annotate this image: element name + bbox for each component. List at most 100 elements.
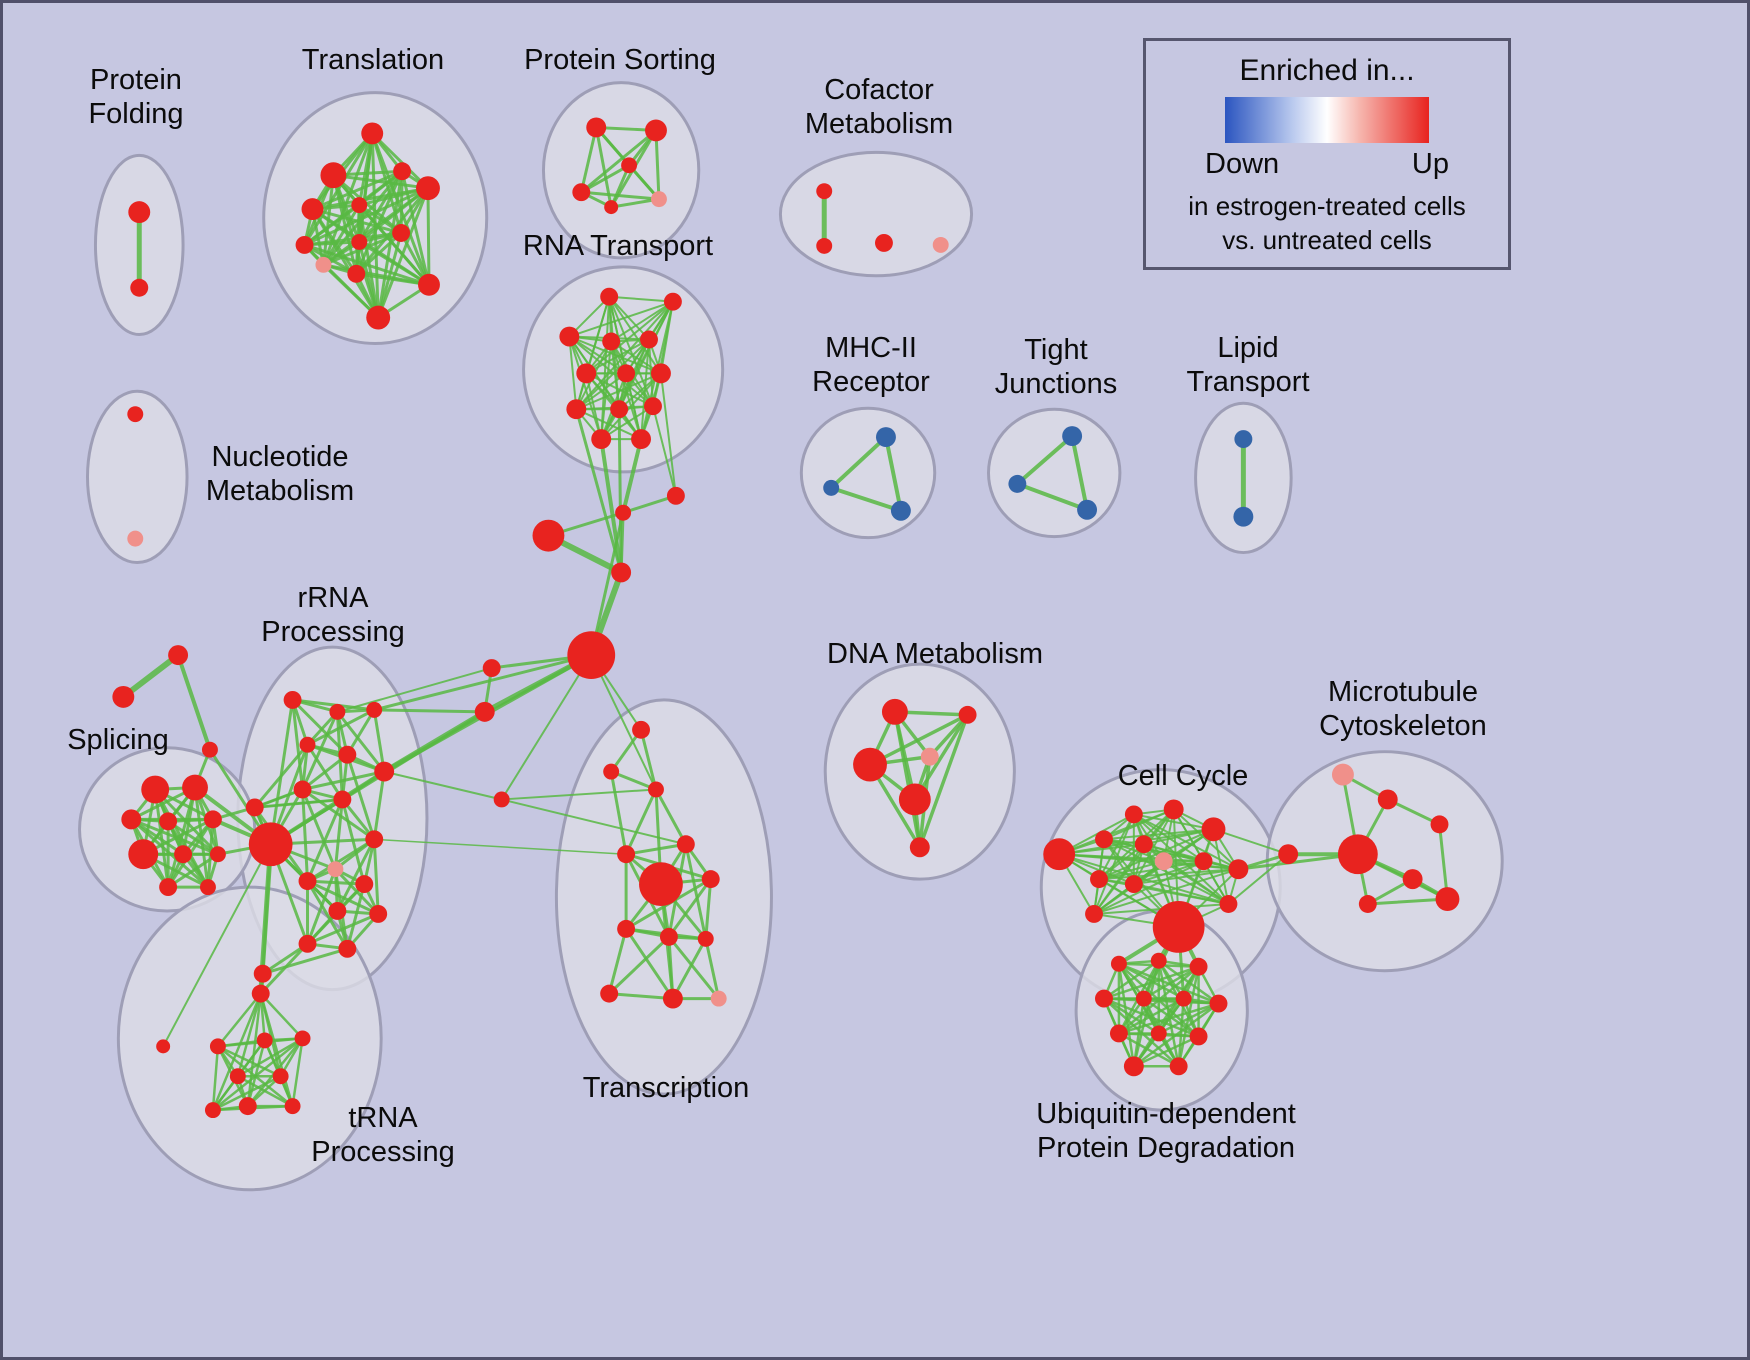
network-edge xyxy=(609,770,628,856)
network-node xyxy=(1435,887,1460,911)
network-node xyxy=(493,791,510,808)
network-node xyxy=(1090,870,1108,889)
network-node xyxy=(1135,990,1152,1007)
network-node xyxy=(1337,834,1378,875)
network-edge xyxy=(1132,868,1240,886)
network-node xyxy=(632,720,650,739)
network-edge xyxy=(640,338,650,441)
network-edge xyxy=(291,698,376,712)
network-node xyxy=(127,530,144,547)
network-edge xyxy=(600,340,613,441)
network-edge xyxy=(306,879,380,916)
network-node xyxy=(1209,994,1228,1013)
network-node xyxy=(315,256,332,273)
network-edge xyxy=(579,190,661,201)
network-node xyxy=(1189,957,1208,976)
network-edge xyxy=(579,128,658,194)
network-edge xyxy=(568,335,654,408)
network-edge xyxy=(306,912,380,946)
network-node xyxy=(617,919,636,938)
network-node xyxy=(610,400,629,419)
network-node xyxy=(1154,852,1173,871)
network-node xyxy=(875,427,896,448)
network-node xyxy=(159,878,178,897)
network-node xyxy=(328,902,347,920)
network-edge xyxy=(335,710,386,774)
network-node xyxy=(298,934,317,953)
network-node xyxy=(121,809,142,830)
network-edge xyxy=(310,169,404,211)
network-edge xyxy=(354,231,403,276)
network-edge xyxy=(357,203,431,287)
network-node xyxy=(1062,426,1083,447)
network-node xyxy=(355,875,374,894)
network-edge xyxy=(301,710,339,792)
network-edge xyxy=(608,295,674,303)
network-node xyxy=(374,761,395,782)
network-node xyxy=(1402,869,1423,890)
network-node xyxy=(366,701,383,718)
network-edge xyxy=(621,437,644,515)
network-edge xyxy=(236,1037,304,1078)
network-edge xyxy=(704,877,713,941)
legend-caption-line2: vs. untreated cells xyxy=(1222,225,1432,256)
network-node xyxy=(361,122,384,145)
network-node xyxy=(253,964,272,983)
network-node xyxy=(182,774,208,801)
network-node xyxy=(1008,474,1027,493)
network-edge xyxy=(608,295,650,341)
network-node xyxy=(203,810,222,829)
network-node xyxy=(853,747,887,782)
network-edge xyxy=(400,169,431,287)
network-edge xyxy=(372,770,386,841)
cluster-ellipse-tight-junctions xyxy=(987,407,1122,539)
network-edge xyxy=(608,295,662,375)
network-edge xyxy=(624,842,688,856)
network-edge xyxy=(600,295,611,441)
network-edge xyxy=(893,710,922,850)
network-edge xyxy=(568,335,578,411)
network-node xyxy=(1377,789,1398,810)
network-node xyxy=(416,176,440,201)
network-node xyxy=(666,486,685,505)
network-node xyxy=(600,984,619,1003)
network-edge xyxy=(1212,828,1290,856)
network-node xyxy=(710,990,727,1007)
network-edge xyxy=(1117,1032,1180,1068)
network-edge xyxy=(357,240,380,320)
network-node xyxy=(299,736,316,753)
network-node xyxy=(603,763,620,780)
network-node xyxy=(617,364,636,383)
network-node xyxy=(701,870,720,889)
network-edge xyxy=(1093,843,1145,915)
network-edge xyxy=(590,654,657,791)
network-edge xyxy=(585,372,603,441)
network-node xyxy=(251,984,270,1003)
network-edge xyxy=(621,494,678,515)
network-edge xyxy=(246,992,262,1108)
legend-endpoint-labels: Down Up xyxy=(1205,148,1449,181)
network-edge xyxy=(624,927,675,1001)
network-edge xyxy=(426,186,431,287)
network-node xyxy=(909,837,930,858)
network-node xyxy=(567,631,616,680)
cluster-ellipse-mhc-ii-receptor xyxy=(799,406,937,540)
network-edge xyxy=(654,788,688,846)
network-node xyxy=(631,429,651,450)
network-node xyxy=(1077,499,1098,520)
network-edge xyxy=(575,372,662,411)
network-edge xyxy=(372,708,386,774)
network-edge xyxy=(345,882,366,951)
network-edge xyxy=(383,770,503,801)
network-node xyxy=(576,363,597,384)
network-node xyxy=(351,197,368,214)
network-edge xyxy=(1070,434,1090,512)
network-node xyxy=(393,162,412,181)
network-node xyxy=(662,988,683,1009)
network-node xyxy=(640,330,658,349)
network-edge xyxy=(166,852,220,889)
network-edge xyxy=(1098,860,1165,881)
network-edge xyxy=(1098,868,1240,881)
network-edge xyxy=(306,879,349,951)
